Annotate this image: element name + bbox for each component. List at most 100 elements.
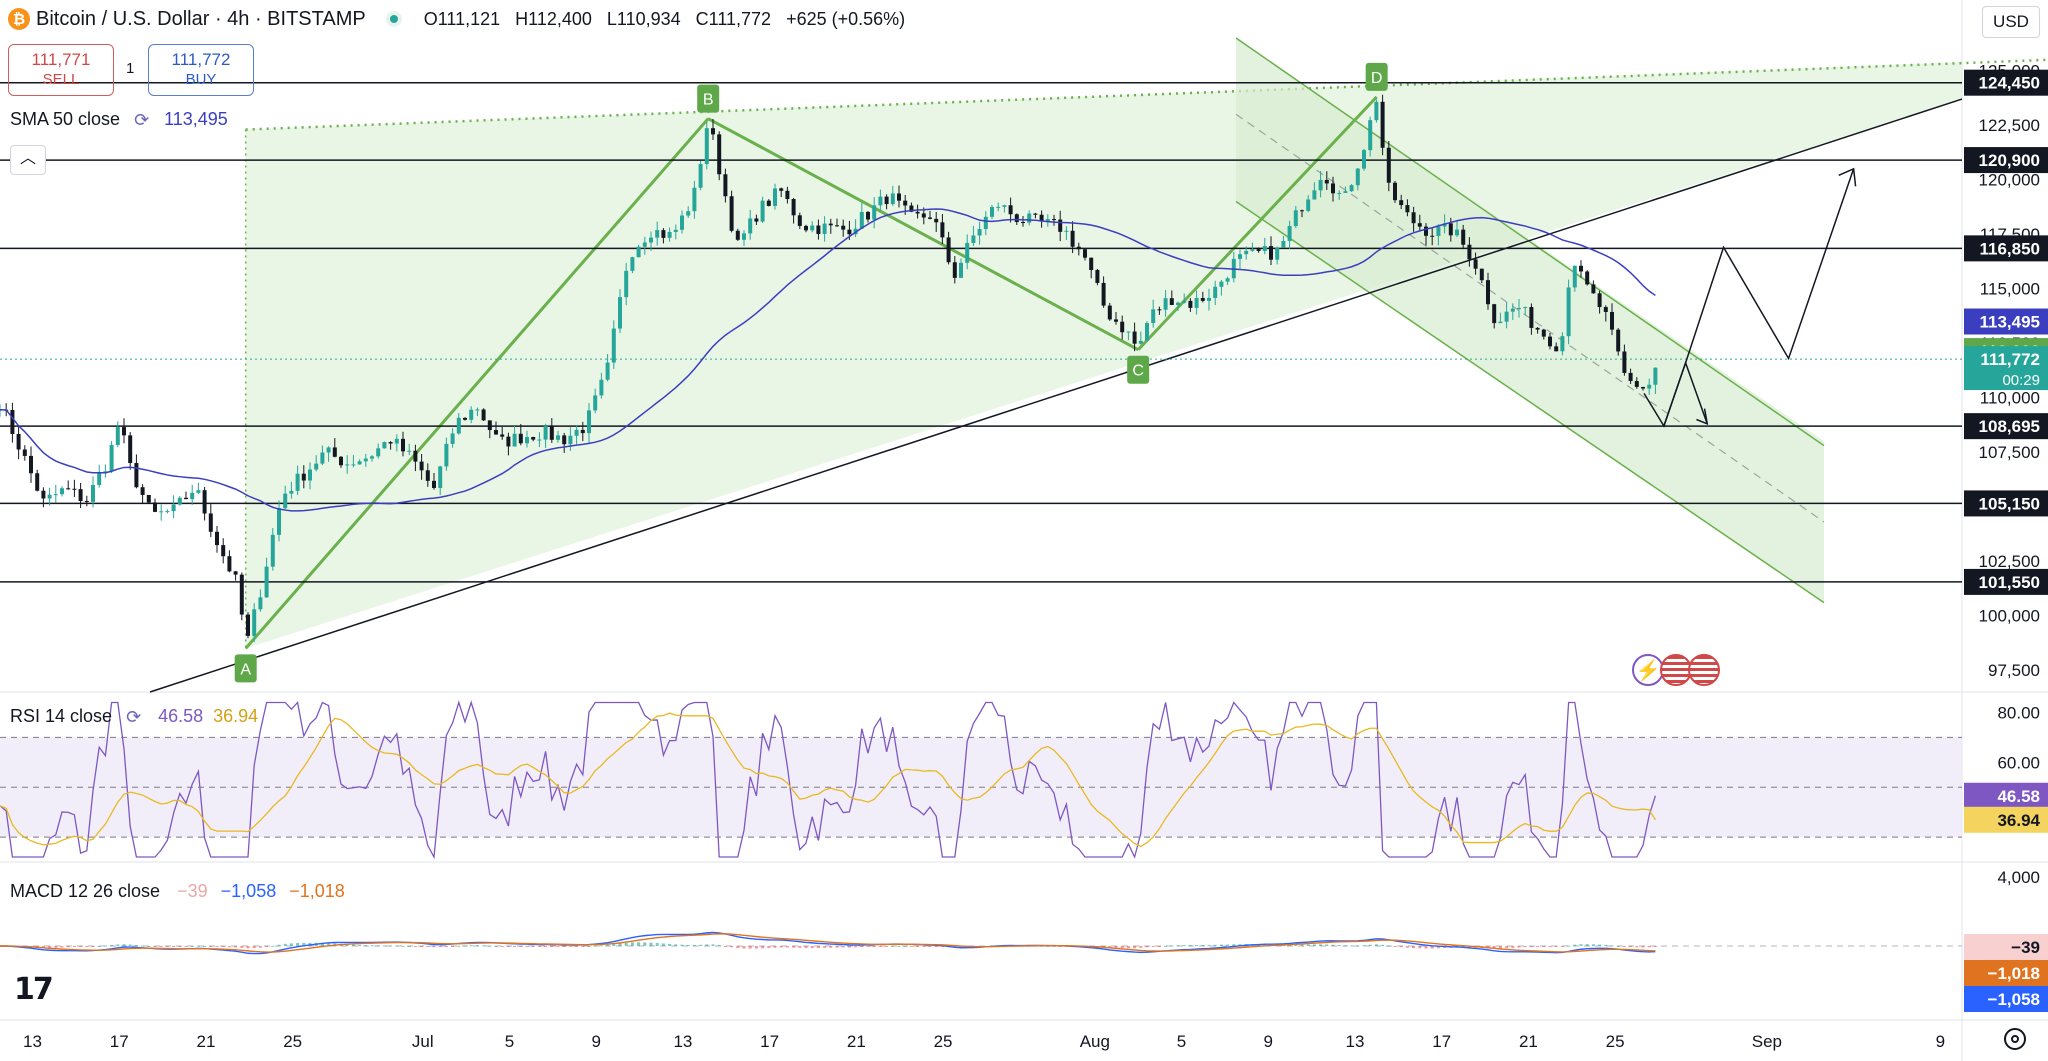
candle-body — [1070, 230, 1075, 247]
macd-histogram-bar — [1188, 945, 1192, 947]
sma-legend[interactable]: SMA 50 close ⟳ 113,495 — [10, 109, 228, 130]
candle-body — [711, 128, 715, 135]
macd-histogram-bar — [345, 944, 349, 946]
candle-body — [177, 497, 182, 505]
macd-histogram-bar — [66, 946, 70, 948]
macd-histogram-bar — [599, 945, 603, 947]
macd-histogram-bar — [1548, 946, 1552, 947]
candle-body — [308, 469, 312, 481]
candle-body — [698, 163, 703, 188]
price-axis-label-bg — [1964, 346, 2048, 391]
candle-body — [1380, 101, 1385, 148]
candle-body — [729, 196, 734, 231]
candle-body — [1293, 210, 1298, 227]
time-tick-label: 9 — [591, 1032, 600, 1051]
abcd-pattern-leg — [244, 117, 710, 650]
time-tick-label: Aug — [1080, 1032, 1110, 1051]
candle-body — [1368, 120, 1373, 151]
candle-body — [1312, 190, 1317, 200]
macd-histogram-bar — [1219, 944, 1223, 946]
high-value: H112,400 — [515, 8, 592, 29]
price-axis-label-bg — [1964, 69, 2048, 96]
macd-signal-value: −1,018 — [289, 881, 345, 901]
rsi-legend[interactable]: RSI 14 close ⟳ 46.58 36.94 — [10, 706, 258, 727]
macd-legend[interactable]: MACD 12 26 close −39 −1,058 −1,018 — [10, 881, 345, 902]
candle-body — [128, 435, 133, 464]
candle-body — [10, 409, 15, 434]
spread-value: 1 — [126, 60, 135, 77]
candle-body — [165, 511, 170, 513]
candle-body — [184, 497, 188, 500]
macd-line — [0, 931, 1656, 955]
buy-button[interactable]: 111,772 BUY — [148, 44, 254, 96]
candle-body — [258, 597, 263, 610]
macd-histogram-bar — [829, 946, 833, 948]
macd-histogram-bar — [810, 946, 814, 949]
macd-histogram-bar — [804, 946, 808, 949]
price-axis-label-bg — [1964, 235, 2048, 262]
gear-icon[interactable] — [2004, 1028, 2026, 1050]
candle-body — [1647, 384, 1652, 389]
candle-body — [202, 490, 207, 514]
candle-body — [494, 430, 498, 435]
rsi-tick-label: 60.00 — [1997, 753, 2040, 772]
market-status-icon[interactable] — [385, 11, 402, 27]
macd-histogram-bar — [1331, 944, 1335, 946]
tradingview-logo-icon[interactable]: 17 — [14, 972, 54, 1007]
pattern-point-label: A — [240, 661, 251, 678]
macd-histogram-bar — [897, 945, 901, 947]
us-flag-icon[interactable] — [1688, 654, 1720, 686]
sell-button[interactable]: 111,771 SELL — [8, 44, 114, 96]
macd-histogram-bar — [1430, 946, 1434, 949]
collapse-legend-button[interactable]: ︿ — [10, 145, 46, 175]
macd-histogram-bar — [1436, 946, 1440, 949]
candle-body — [915, 211, 920, 214]
ascending-trend-line — [149, 98, 1963, 693]
symbol-title[interactable]: Bitcoin / U.S. Dollar · 4h · BITSTAMP — [36, 7, 366, 30]
macd-histogram-bar — [1207, 944, 1211, 946]
currency-selector[interactable]: USD — [1982, 6, 2040, 38]
sma-value: 113,495 — [164, 109, 228, 129]
macd-histogram-bar — [327, 942, 331, 946]
candle-body — [1331, 183, 1335, 194]
macd-histogram-bar — [922, 946, 926, 947]
candle-body — [878, 196, 883, 206]
candle-body — [735, 230, 740, 240]
candle-body — [717, 134, 722, 175]
macd-histogram-bar — [717, 945, 721, 947]
candle-body — [1566, 287, 1571, 337]
macd-histogram-bar — [283, 943, 287, 946]
event-markers[interactable]: ⚡ — [1632, 654, 1720, 686]
candle-body — [1126, 331, 1131, 333]
candle-body — [388, 442, 393, 444]
candle-body — [1157, 309, 1162, 311]
macd-histogram-bar — [364, 945, 368, 947]
pattern-point-marker — [1127, 355, 1150, 384]
price-axis-label-bg — [1964, 308, 2048, 335]
macd-histogram-bar — [475, 945, 479, 947]
candle-body — [779, 188, 784, 191]
us-flag-icon[interactable] — [1660, 654, 1692, 686]
candle-body — [1039, 214, 1044, 222]
macd-histogram-bar — [1195, 944, 1199, 946]
candle-body — [797, 215, 802, 226]
macd-histogram-bar — [1226, 944, 1230, 946]
candle-body — [1585, 271, 1590, 285]
macd-histogram-bar — [916, 946, 920, 947]
rsi-label: RSI 14 close — [10, 706, 113, 726]
macd-histogram-bar — [1387, 945, 1391, 947]
macd-axis-label-bg — [1964, 934, 2048, 960]
refresh-icon[interactable]: ⟳ — [126, 706, 142, 727]
macd-histogram-bar — [1647, 946, 1651, 948]
candle-body — [1182, 300, 1187, 303]
macd-histogram-bar — [1492, 946, 1496, 949]
pattern-point-marker — [1365, 62, 1388, 91]
macd-histogram-bar — [860, 946, 864, 947]
refresh-icon[interactable]: ⟳ — [134, 109, 150, 130]
macd-histogram-bar — [1182, 945, 1186, 947]
candle-body — [1628, 372, 1633, 382]
candle-body — [1430, 235, 1435, 237]
macd-signal-axis-label: −1,018 — [1988, 964, 2040, 983]
macd-histogram-bar — [72, 946, 76, 947]
